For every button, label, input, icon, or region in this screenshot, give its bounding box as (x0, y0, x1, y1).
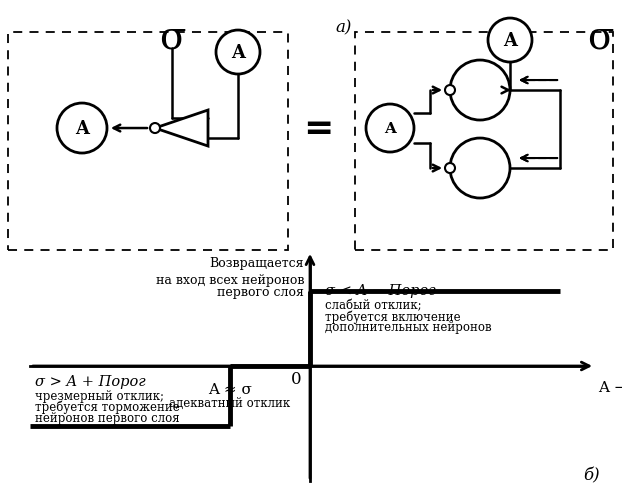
Text: на вход всех нейронов: на вход всех нейронов (156, 274, 304, 287)
Text: Возвращается: Возвращается (210, 257, 304, 270)
Text: адекватный отклик: адекватный отклик (169, 396, 290, 409)
Circle shape (450, 61, 510, 121)
Circle shape (488, 19, 532, 63)
Text: чрезмерный отклик;: чрезмерный отклик; (35, 389, 164, 402)
Circle shape (445, 164, 455, 174)
Text: нейронов первого слоя: нейронов первого слоя (35, 411, 180, 424)
Text: A − σ: A − σ (598, 380, 622, 394)
Circle shape (445, 86, 455, 96)
Circle shape (366, 105, 414, 153)
Text: дополнительных нейронов: дополнительных нейронов (325, 320, 491, 333)
Text: слабый отклик;: слабый отклик; (325, 299, 422, 312)
Circle shape (150, 124, 160, 134)
Text: первого слоя: первого слоя (217, 286, 304, 299)
Text: A: A (231, 44, 245, 62)
Text: σ < A − Порог: σ < A − Порог (325, 284, 435, 298)
Text: требуется включение: требуется включение (325, 310, 461, 323)
Text: б): б) (583, 466, 600, 483)
Text: σ: σ (587, 19, 613, 56)
Text: σ: σ (159, 19, 185, 56)
Text: A ≈ σ: A ≈ σ (208, 382, 252, 396)
Circle shape (450, 139, 510, 198)
Bar (8, 33, 288, 250)
Circle shape (216, 31, 260, 75)
Text: A: A (503, 32, 517, 50)
Text: требуется торможение: требуется торможение (35, 400, 180, 414)
Text: A: A (384, 122, 396, 136)
Circle shape (57, 104, 107, 154)
Polygon shape (155, 111, 208, 147)
Text: а): а) (335, 19, 351, 36)
Bar (355, 33, 613, 250)
Text: =: = (303, 112, 333, 146)
Text: σ > A + Порог: σ > A + Порог (35, 374, 146, 388)
Text: A: A (75, 120, 89, 138)
Text: 0: 0 (291, 370, 302, 387)
